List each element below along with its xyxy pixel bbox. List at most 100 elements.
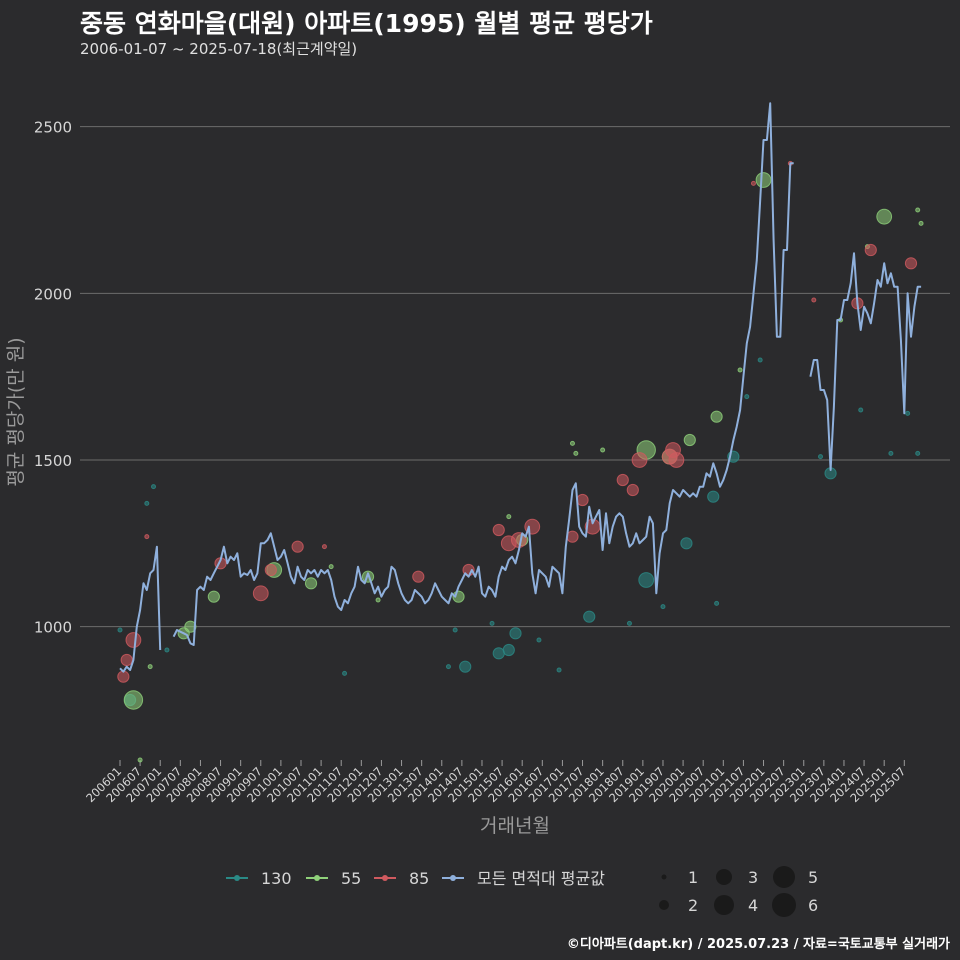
point-85: [566, 530, 579, 543]
point-85: [252, 585, 269, 602]
legend-size-dot: [716, 869, 732, 885]
point-85: [750, 180, 756, 186]
legend-size-label: 1: [688, 868, 698, 887]
point-130: [117, 627, 123, 633]
point-130: [459, 660, 472, 673]
legend-size-label: 6: [808, 896, 818, 915]
point-55: [755, 172, 772, 188]
legend-size-label: 4: [748, 896, 758, 915]
legend-size-dot: [714, 895, 734, 915]
point-85: [576, 493, 589, 507]
point-55: [600, 447, 606, 453]
chart-title: 중동 연화마을(대원) 아파트(1995) 월별 평균 평당가: [80, 9, 653, 38]
point-55: [876, 208, 893, 225]
legend-size-label: 2: [688, 896, 698, 915]
point-85: [631, 452, 648, 468]
point-130: [536, 637, 542, 643]
point-85: [626, 483, 639, 497]
point-55: [375, 597, 381, 603]
point-130: [744, 394, 750, 400]
point-130: [680, 537, 693, 550]
point-85: [668, 452, 685, 468]
point-130: [583, 610, 596, 623]
point-55: [506, 514, 512, 520]
point-130: [707, 490, 720, 503]
point-130: [502, 643, 515, 657]
point-130: [151, 484, 157, 490]
footer-credit: ©디아파트(dapt.kr) / 2025.07.23 / 자료=국토교통부 실…: [566, 937, 950, 952]
point-130: [164, 647, 170, 653]
y-axis-title: 평균 평당가(만 원): [5, 337, 27, 486]
point-85: [117, 670, 130, 683]
point-130: [638, 572, 655, 588]
point-85: [616, 473, 629, 487]
point-55: [683, 433, 696, 447]
point-55: [573, 450, 579, 456]
legend-swatch-dot: [234, 875, 240, 881]
y-axis-ticks: 1000 1500 2000 2500: [34, 119, 72, 637]
legend-swatch-dot: [450, 875, 456, 881]
legend-size-dot: [773, 866, 795, 888]
point-85: [264, 563, 277, 577]
point-130: [445, 664, 451, 670]
point-130: [660, 604, 666, 610]
average-line: [119, 102, 922, 673]
point-130: [144, 500, 150, 506]
legend-size-label: 3: [748, 868, 758, 887]
point-55: [915, 207, 921, 213]
point-55: [737, 367, 743, 373]
legend: 130 55 85 모든 면적대 평균값 1 2 3 4 5 6: [226, 866, 818, 917]
point-55: [137, 757, 143, 763]
point-55: [918, 220, 924, 226]
point-130: [626, 620, 632, 626]
point-130: [757, 357, 763, 363]
point-55: [569, 440, 575, 446]
legend-swatch-dot: [382, 875, 388, 881]
point-130: [556, 667, 562, 673]
legend-label-avg: 모든 면적대 평균값: [477, 869, 605, 888]
point-85: [864, 243, 877, 257]
point-85: [321, 544, 327, 550]
legend-size-dot: [661, 874, 667, 880]
point-85: [904, 257, 918, 270]
point-55: [207, 590, 220, 603]
average-line-segment: [172, 102, 794, 646]
point-130: [342, 670, 348, 676]
point-130: [915, 450, 921, 456]
legend-label-55: 55: [341, 869, 361, 888]
legend-size-label: 5: [808, 868, 818, 887]
y-tick-label: 2000: [34, 285, 72, 303]
point-85: [144, 534, 150, 540]
point-130: [905, 410, 911, 416]
point-130: [888, 450, 894, 456]
point-85: [412, 570, 425, 583]
point-130: [818, 454, 824, 460]
y-tick-label: 1000: [34, 619, 72, 637]
point-55: [328, 564, 334, 570]
point-55: [710, 410, 723, 423]
point-130: [858, 407, 864, 413]
average-line-segment: [119, 545, 162, 673]
scatter-points: [117, 160, 924, 763]
point-130: [489, 620, 495, 626]
x-axis-ticks: 2006012006072007012007072008012008072009…: [83, 760, 908, 805]
y-tick-label: 2500: [34, 119, 72, 137]
gridlines: [80, 126, 950, 628]
x-axis-title: 거래년월: [480, 815, 550, 837]
legend-size-dot: [659, 900, 669, 910]
point-55: [147, 664, 153, 670]
legend-swatch-dot: [314, 875, 320, 881]
point-55: [123, 690, 144, 710]
point-85: [125, 632, 142, 648]
point-85: [291, 540, 304, 553]
point-130: [509, 627, 522, 640]
legend-label-130: 130: [261, 869, 292, 888]
chart-subtitle: 2006-01-07 ~ 2025-07-18(최근계약일): [80, 40, 358, 58]
point-85: [120, 653, 133, 667]
point-85: [811, 297, 817, 303]
legend-label-85: 85: [409, 869, 429, 888]
legend-size-dot: [772, 893, 796, 917]
point-130: [714, 600, 720, 606]
point-85: [492, 523, 505, 537]
